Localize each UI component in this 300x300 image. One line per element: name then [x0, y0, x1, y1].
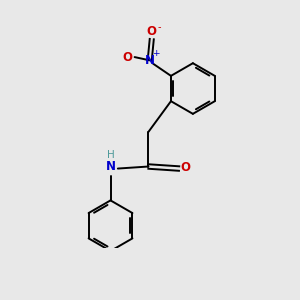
Text: O: O: [122, 51, 132, 64]
Text: N: N: [145, 54, 155, 67]
Text: O: O: [147, 25, 157, 38]
Text: -: -: [158, 22, 161, 32]
Text: N: N: [106, 160, 116, 173]
Text: +: +: [152, 49, 160, 58]
Text: O: O: [180, 161, 190, 174]
Text: H: H: [106, 151, 114, 160]
